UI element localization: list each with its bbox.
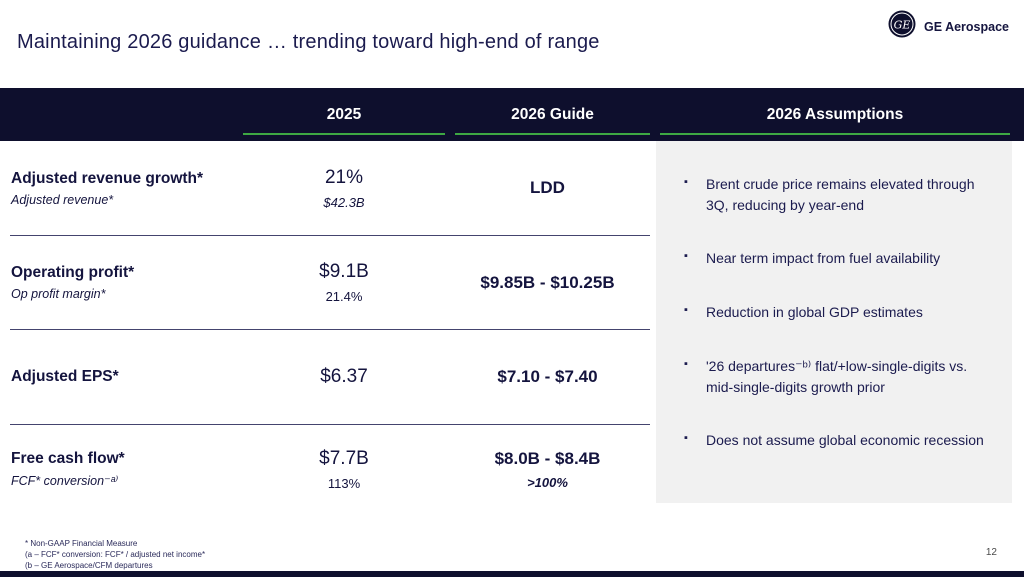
table-row-adjusted-eps: Adjusted EPS* $6.37 $7.10 - $7.40 <box>10 330 650 425</box>
metric-2026-guide-subvalue: >100% <box>527 474 568 490</box>
metric-label: Adjusted revenue growth* <box>11 169 204 187</box>
metric-label: Operating profit* <box>11 264 135 281</box>
column-header-2026-assumptions: 2026 Assumptions <box>660 88 1010 141</box>
green-underline <box>455 133 650 135</box>
metric-2025-value: $6.37 <box>320 366 368 387</box>
metric-2026-guide: $7.10 - $7.40 <box>497 367 598 386</box>
metric-2025-subvalue: 21.4% <box>325 289 363 304</box>
metric-2025-value: $9.1B <box>319 261 369 282</box>
footnote-fcf-conversion: (a – FCF* conversion: FCF* / adjusted ne… <box>25 550 206 559</box>
bottom-accent-bar <box>0 571 1024 577</box>
metric-sublabel: FCF* conversion⁻ᵃ⁾ <box>11 474 119 488</box>
footnotes: * Non-GAAP Financial Measure (a – FCF* c… <box>25 538 205 571</box>
metric-label: Adjusted EPS* <box>11 368 119 385</box>
column-header-2026-guide: 2026 Guide <box>455 88 650 141</box>
assumption-bullet-gdp-estimates: Reduction in global GDP estimates <box>682 302 988 323</box>
table-row-adjusted-revenue-growth: Adjusted revenue growth* Adjusted revenu… <box>10 141 650 236</box>
footnote-departures: (b – GE Aerospace/CFM departures <box>25 561 153 570</box>
metric-2026-guide: $9.85B - $10.25B <box>480 272 615 292</box>
column-header-label: 2025 <box>326 105 362 123</box>
metric-2026-guide: LDD <box>530 178 565 197</box>
page-number: 12 <box>985 547 997 558</box>
table-header-band: 2025 2026 Guide 2026 Assumptions <box>0 88 1024 141</box>
table-row-free-cash-flow: Free cash flow* FCF* conversion⁻ᵃ⁾ $7.7B… <box>10 425 650 513</box>
page-title: Maintaining 2026 guidance … trending tow… <box>17 31 600 53</box>
assumption-bullet-brent-crude: Brent crude price remains elevated throu… <box>682 174 988 215</box>
metric-2025-subvalue: $42.3B <box>323 194 365 210</box>
green-underline <box>660 133 1010 135</box>
green-underline <box>243 133 445 135</box>
svg-text:GE: GE <box>894 19 911 32</box>
ge-aerospace-logo: GE GE Aerospace <box>888 10 1009 43</box>
metric-2025-value: $7.7B <box>319 447 369 469</box>
metric-2025-value: 21% <box>324 166 364 188</box>
metric-sublabel: Op profit margin* <box>11 287 106 301</box>
metric-label: Free cash flow* <box>11 450 125 467</box>
column-header-label: 2026 Assumptions <box>766 105 904 123</box>
metric-2026-guide: $8.0B - $8.4B <box>494 448 601 468</box>
table-row-operating-profit: Operating profit* Op profit margin* $9.1… <box>10 236 650 330</box>
footnote-non-gaap: * Non-GAAP Financial Measure <box>25 539 138 548</box>
logo-brand-text: GE Aerospace <box>924 19 1009 34</box>
assumption-bullet-fuel-availability: Near term impact from fuel availability <box>682 248 988 269</box>
ge-monogram-icon: GE <box>888 10 916 43</box>
column-header-label: 2026 Guide <box>511 105 594 123</box>
assumption-bullet-recession: Does not assume global economic recessio… <box>682 430 988 451</box>
metric-sublabel: Adjusted revenue* <box>11 192 114 207</box>
assumption-bullet-departures: '26 departures⁻ᵇ⁾ flat/+low-single-digit… <box>682 356 988 397</box>
metrics-table: Adjusted revenue growth* Adjusted revenu… <box>10 141 650 513</box>
assumptions-panel: Brent crude price remains elevated throu… <box>656 141 1012 503</box>
column-header-2025: 2025 <box>243 88 445 141</box>
metric-2025-subvalue: 113% <box>327 475 361 491</box>
